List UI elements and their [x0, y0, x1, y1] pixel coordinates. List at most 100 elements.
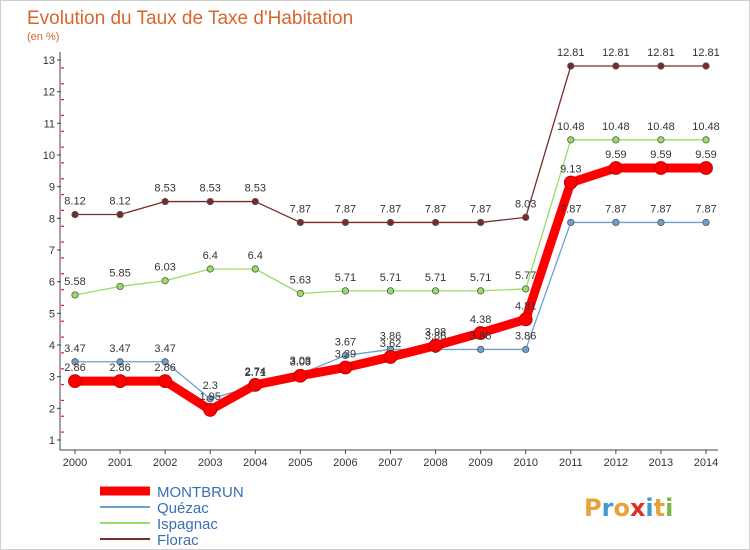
data-label: 7.87 — [605, 203, 626, 215]
data-label: 3.98 — [425, 327, 446, 339]
data-label: 5.71 — [335, 272, 356, 284]
data-point — [158, 374, 173, 389]
data-label: 5.63 — [290, 274, 311, 286]
data-point — [431, 218, 440, 227]
data-label: 7.87 — [335, 203, 356, 215]
data-label: 3.86 — [515, 330, 536, 342]
data-label: 5.77 — [515, 270, 536, 282]
data-point — [341, 351, 350, 360]
data-point — [161, 197, 169, 206]
data-point — [296, 289, 304, 297]
data-point — [161, 277, 169, 285]
data-point — [567, 218, 575, 227]
logo-letter: P — [584, 494, 602, 522]
data-label: 5.85 — [109, 267, 130, 279]
data-label: 7.87 — [425, 203, 446, 215]
legend-label: Quézac — [157, 500, 209, 517]
data-label: 7.87 — [695, 203, 716, 215]
data-point — [206, 265, 214, 273]
data-label: 3.62 — [380, 338, 401, 350]
data-label: 2.74 — [245, 366, 266, 378]
data-point — [428, 338, 443, 353]
data-point — [383, 350, 398, 364]
series-labels-0: 2.86 2.86 2.86 1.95 2.74 3.03 3.29 3.62 3.98 4.38… — [64, 149, 716, 403]
y-tick-label: 9 — [49, 182, 55, 194]
data-label: 2.86 — [64, 362, 85, 374]
logo-letter: t — [654, 494, 665, 522]
data-label: 6.03 — [154, 262, 175, 274]
chart-title: Evolution du Taux de Taxe d'Habitation — [27, 8, 353, 29]
data-label: 5.71 — [380, 272, 401, 284]
data-label: 7.87 — [290, 203, 311, 215]
series-labels-3: 8.12 8.12 8.53 8.53 8.53 7.87 7.87 7.87 7.87 7.87… — [64, 47, 719, 215]
data-point — [161, 358, 169, 366]
data-label: 4.81 — [515, 300, 536, 312]
data-point — [477, 345, 485, 354]
data-label: 2.86 — [154, 362, 175, 374]
data-label: 5.71 — [425, 272, 446, 284]
data-label: 3.29 — [335, 348, 356, 360]
data-point — [518, 312, 533, 327]
data-point — [522, 285, 530, 293]
x-tick-label: 2004 — [243, 457, 267, 469]
y-tick-label: 3 — [49, 372, 55, 384]
data-label: 3.47 — [64, 343, 85, 355]
x-tick-label: 2011 — [559, 457, 583, 469]
x-tick-label: 2014 — [694, 457, 718, 469]
data-label: 8.03 — [515, 198, 536, 210]
y-tick-label: 1 — [49, 435, 55, 447]
data-label: 3.03 — [290, 357, 311, 369]
data-point — [522, 213, 530, 221]
data-label: 3.08 — [290, 355, 311, 367]
data-point — [251, 265, 259, 273]
x-tick-label: 2005 — [288, 457, 312, 469]
data-label: 8.53 — [245, 183, 266, 195]
data-point — [68, 374, 82, 389]
data-point — [567, 62, 575, 70]
data-label: 3.47 — [109, 343, 130, 355]
y-tick-label: 4 — [49, 340, 55, 352]
data-label: 5.71 — [470, 272, 491, 284]
x-tick-label: 2002 — [153, 457, 177, 469]
proxiti-logo: Proxiti — [584, 494, 673, 522]
data-label: 10.48 — [647, 121, 675, 133]
data-point — [522, 345, 530, 354]
data-label: 9.59 — [695, 149, 716, 161]
data-label: 9.59 — [650, 149, 671, 161]
data-label: 12.81 — [647, 47, 675, 59]
x-tick-label: 2001 — [108, 457, 132, 469]
y-tick-label: 11 — [44, 118, 55, 130]
data-label: 3.67 — [335, 336, 356, 348]
data-point — [386, 218, 395, 227]
plot-area: 8.12 8.12 8.53 8.53 8.53 7.87 7.87 7.87 7.87 7.87… — [64, 47, 720, 417]
data-label: 6.4 — [248, 250, 263, 262]
data-label: 3.86 — [470, 330, 491, 342]
x-tick-label: 2010 — [513, 457, 537, 469]
data-label: 1.95 — [200, 391, 221, 403]
data-label: 7.87 — [650, 203, 671, 215]
data-label: 12.81 — [557, 47, 585, 59]
data-point — [341, 287, 350, 295]
y-tick-label: 6 — [49, 277, 55, 289]
legend-label: Florac — [157, 532, 199, 549]
data-point — [113, 374, 127, 389]
y-tick-label: 12 — [43, 87, 55, 99]
legend-label: MONTBRUN — [157, 484, 244, 501]
data-label: 2.3 — [203, 380, 218, 392]
series-labels-2: 5.58 5.85 6.03 6.4 6.4 5.63 5.71 5.71 5.71 5.71 5.… — [64, 121, 719, 288]
y-tick-label: 8 — [49, 213, 55, 225]
data-label: 5.58 — [64, 276, 85, 288]
data-point — [612, 136, 620, 144]
data-point — [71, 358, 79, 366]
data-label: 8.12 — [109, 196, 130, 208]
x-tick-label: 2006 — [333, 457, 357, 469]
series-3 — [71, 62, 710, 227]
logo-letter: r — [602, 494, 614, 522]
legend-label: Ispagnac — [157, 516, 218, 533]
data-point — [71, 210, 79, 219]
data-point — [699, 161, 713, 175]
logo-letter: o — [613, 494, 630, 522]
